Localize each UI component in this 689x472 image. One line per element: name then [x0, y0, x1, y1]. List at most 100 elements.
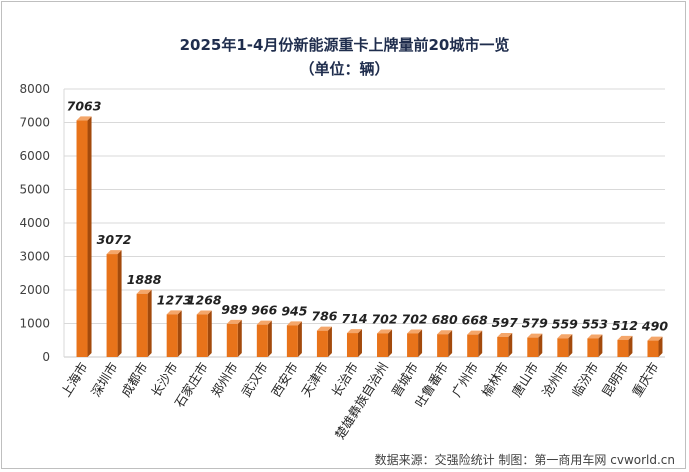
bar-top — [136, 289, 152, 294]
bar-top — [346, 329, 362, 334]
bar-side — [478, 330, 483, 357]
bar-top — [407, 329, 423, 334]
bar — [106, 254, 118, 357]
bar — [437, 334, 449, 357]
bar-top — [76, 116, 92, 121]
bar-top — [196, 310, 212, 315]
bar — [226, 323, 238, 357]
bar-side — [147, 289, 152, 357]
y-tick-label: 8000 — [19, 82, 50, 96]
bar-top — [617, 335, 633, 340]
x-tick-label: 沧州市 — [539, 360, 572, 400]
data-label: 668 — [462, 313, 488, 328]
x-tick-label: 广州市 — [449, 360, 482, 400]
data-label: 512 — [612, 318, 638, 333]
bar — [256, 324, 268, 357]
x-tick-label: 昆明市 — [599, 360, 632, 400]
bar-top — [286, 321, 302, 326]
data-label: 680 — [432, 312, 458, 327]
bar-top — [497, 333, 513, 338]
bar-side — [297, 321, 302, 357]
bar-side — [207, 310, 212, 357]
data-label: 579 — [522, 316, 548, 331]
bar-top — [647, 336, 663, 341]
y-tick-label: 5000 — [19, 183, 50, 197]
bar — [136, 293, 148, 357]
bar-top — [467, 330, 483, 335]
bar-side — [117, 250, 122, 357]
bar-side — [87, 116, 92, 358]
data-label: 786 — [311, 309, 337, 324]
y-tick-label: 6000 — [19, 149, 50, 163]
bar — [286, 325, 298, 357]
bar — [467, 334, 479, 357]
x-tick-label: 临汾市 — [569, 360, 602, 400]
bar — [76, 120, 88, 358]
chart-subtitle: （单位：辆） — [299, 60, 390, 78]
data-label: 945 — [281, 303, 307, 318]
data-label: 553 — [582, 316, 608, 331]
bar — [316, 330, 328, 357]
bar — [587, 338, 599, 357]
bar-top — [527, 333, 543, 338]
bar — [377, 333, 389, 357]
data-label: 1888 — [127, 272, 162, 287]
bar-side — [598, 334, 603, 357]
bar-top — [316, 326, 332, 331]
chart-title: 2025年1-4月份新能源重卡上牌量前20城市一览 — [179, 36, 510, 54]
bar — [557, 338, 569, 357]
x-tick-label: 武汉市 — [238, 360, 271, 400]
data-label: 3072 — [97, 232, 132, 247]
bar-side — [177, 310, 182, 357]
x-tick-label: 西安市 — [268, 360, 301, 400]
data-label: 597 — [492, 315, 518, 330]
data-label: 714 — [341, 311, 367, 326]
bar — [617, 339, 629, 357]
bar-side — [568, 334, 573, 357]
bar-top — [437, 330, 453, 335]
bar-side — [357, 329, 362, 357]
bar — [647, 340, 659, 357]
data-label: 7063 — [67, 98, 102, 113]
bar — [497, 337, 509, 357]
bar-side — [388, 329, 393, 357]
bar-top — [106, 250, 122, 255]
bar — [166, 314, 178, 357]
x-tick-label: 唐山市 — [509, 360, 542, 400]
x-tick-label: 郑州市 — [208, 360, 241, 400]
data-label: 989 — [221, 302, 247, 317]
data-label: 702 — [402, 311, 428, 326]
y-tick-label: 3000 — [19, 250, 50, 264]
data-label: 1268 — [187, 293, 222, 308]
bar — [346, 333, 358, 357]
bar-top — [256, 320, 272, 325]
bar-top — [377, 329, 393, 334]
x-tick-label: 重庆市 — [629, 360, 662, 400]
bar-side — [508, 333, 513, 357]
bar-side — [418, 329, 423, 357]
bar-top — [226, 319, 242, 324]
bar-side — [237, 319, 242, 357]
data-label: 702 — [371, 311, 397, 326]
x-tick-label: 榆林市 — [479, 360, 512, 400]
bar-top — [587, 334, 603, 339]
bar-side — [448, 330, 453, 357]
bar — [407, 333, 419, 357]
data-label: 559 — [552, 316, 578, 331]
x-tick-label: 上海市 — [58, 360, 91, 400]
bar-top — [557, 334, 573, 339]
bar — [196, 314, 208, 357]
bar-top — [166, 310, 182, 315]
y-tick-label: 7000 — [19, 116, 50, 130]
y-tick-label: 2000 — [19, 283, 50, 297]
data-label: 966 — [251, 303, 277, 318]
y-tick-label: 1000 — [19, 317, 50, 331]
bar-side — [327, 326, 332, 357]
x-tick-label: 天津市 — [298, 360, 331, 400]
data-label: 490 — [641, 319, 668, 334]
bar-side — [658, 336, 663, 357]
y-tick-label: 4000 — [19, 216, 50, 230]
y-tick-label: 0 — [42, 350, 50, 364]
